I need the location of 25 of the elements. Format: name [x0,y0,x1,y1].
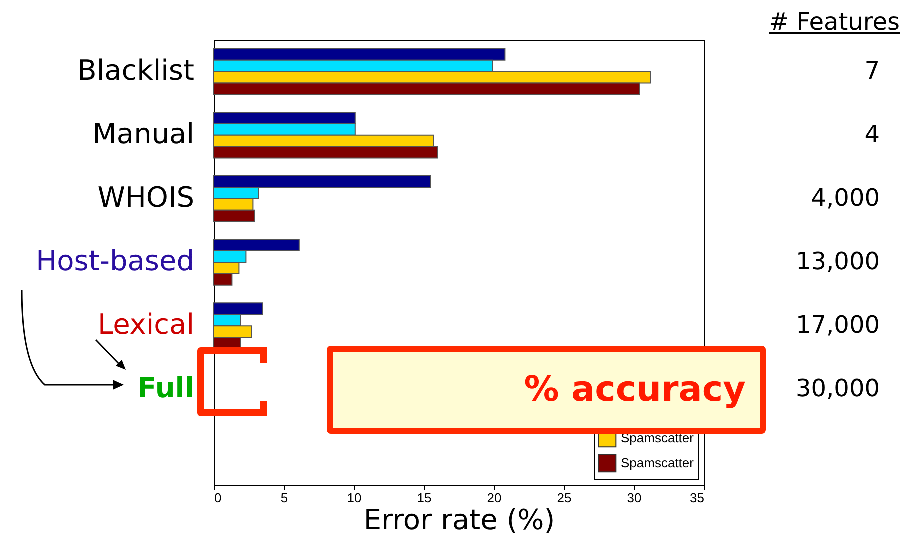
y-tick-label: Full [138,372,194,405]
y-tick-label: WHOIS [98,180,194,214]
text: 13,000 [796,248,880,276]
text: 4,000 [811,184,880,212]
y-tick-label: Manual [92,117,194,150]
x-tick-label: 15 [417,490,432,506]
y-tick-label: Lexical [98,308,194,342]
x-tick-label: 0 [214,490,222,506]
text: # Features [769,8,900,36]
x-axis-title: Error rate (%) [364,504,556,536]
text: 4 [864,120,880,148]
text: 30,000 [796,374,880,403]
callout-box: % accuracy [327,346,766,434]
x-tick-label: 25 [557,490,572,506]
x-tick-label: 5 [280,490,288,506]
x-tick-label: 20 [487,490,502,506]
text: 17,000 [796,311,880,340]
text: 7 [864,56,880,85]
annotation: % accuracy [524,370,746,410]
x-tick-label: 35 [690,490,704,506]
legend-label: Spamscatter [621,456,695,470]
x-tick-label: 10 [347,490,362,506]
y-tick-label: Blacklist [78,54,195,87]
y-tick-label: Host-based [36,244,194,278]
x-tick-label: 30 [627,490,642,506]
